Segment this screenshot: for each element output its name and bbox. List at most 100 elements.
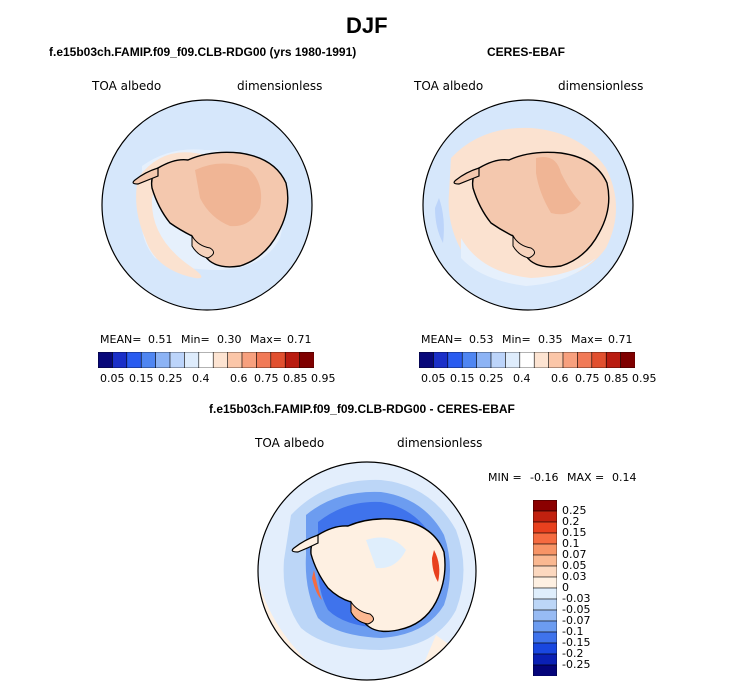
colorbar-swatch — [591, 352, 607, 368]
panel1-min: 0.30 — [217, 333, 242, 346]
panel2-variable: TOA albedo — [414, 79, 484, 93]
diff-units: dimensionless — [397, 436, 483, 450]
colorbar-swatch — [505, 352, 521, 368]
ceres-map — [422, 99, 634, 311]
panel2-max: 0.71 — [608, 333, 633, 346]
tick-label: 0.1 — [562, 537, 580, 550]
tick-label: 0.25 — [479, 372, 504, 385]
colorbar-swatch — [533, 500, 557, 512]
tick-label: -0.25 — [562, 658, 591, 671]
tick-label: 0.25 — [158, 372, 183, 385]
tick-label: 0.07 — [562, 548, 587, 561]
low-albedo-patch — [435, 198, 444, 243]
colorbar-swatch — [533, 554, 557, 567]
tick-label: 0 — [562, 581, 569, 594]
colorbar-swatch — [577, 352, 593, 368]
tick-label: 0.15 — [129, 372, 154, 385]
colorbar-swatch — [533, 576, 557, 589]
panel2-max-label: Max= — [571, 333, 603, 346]
tick-label: -0.15 — [562, 636, 591, 649]
panel1-units: dimensionless — [237, 79, 323, 93]
colorbar-swatch — [184, 352, 200, 368]
tick-label: -0.03 — [562, 592, 591, 605]
colorbar-swatch — [533, 565, 557, 578]
tick-label: 0.03 — [562, 570, 587, 583]
colorbar-swatch — [241, 352, 257, 368]
colorbar-swatch — [419, 352, 434, 368]
colorbar-swatch — [620, 352, 635, 368]
colorbar-swatch — [227, 352, 243, 368]
interior-high-albedo — [195, 163, 262, 227]
panel2-colorbar-ticks: 0.05 0.15 0.25 0.4 0.6 0.75 0.85 0.95 — [407, 372, 657, 386]
colorbar-swatch — [533, 620, 557, 633]
tick-label: 0.4 — [192, 372, 210, 385]
panel2-title: CERES-EBAF — [487, 45, 566, 59]
colorbar-swatch — [476, 352, 492, 368]
interior-high-albedo — [536, 157, 581, 215]
tick-label: 0.75 — [575, 372, 600, 385]
ross-shelf — [350, 600, 374, 625]
colorbar-swatch — [270, 352, 286, 368]
tick-label: 0.05 — [421, 372, 446, 385]
colorbar-swatch — [447, 352, 463, 368]
tick-label: 0.05 — [100, 372, 125, 385]
colorbar-swatch — [198, 352, 214, 368]
diff-max: 0.14 — [612, 471, 637, 484]
peninsula — [291, 534, 319, 553]
colorbar-swatch — [533, 664, 557, 676]
tick-label: 0.25 — [562, 504, 587, 517]
diff-colorbar-ticks: 0.25 0.2 0.15 0.1 0.07 0.05 0.03 0 -0.03 -0.05 -0.… — [562, 500, 622, 676]
colorbar-swatch — [433, 352, 449, 368]
colorbar-swatch — [461, 352, 478, 368]
ross-shelf — [191, 234, 214, 259]
model-map — [101, 99, 313, 311]
tick-label: 0.75 — [254, 372, 279, 385]
colorbar-swatch — [533, 598, 557, 611]
colorbar-swatch — [490, 352, 506, 368]
panel1-colorbar — [98, 352, 314, 368]
panel1-max: 0.71 — [287, 333, 312, 346]
colorbar-swatch — [533, 510, 557, 523]
tick-label: 0.6 — [230, 372, 248, 385]
colorbar-swatch — [533, 642, 557, 655]
colorbar-swatch — [533, 609, 557, 622]
diff-min-label: MIN = — [488, 471, 522, 484]
diff-variable: TOA albedo — [255, 436, 325, 450]
colorbar-swatch — [112, 352, 128, 368]
colorbar-swatch — [533, 653, 557, 666]
tick-label: 0.85 — [604, 372, 629, 385]
colorbar-swatch — [533, 631, 557, 644]
colorbar-swatch — [533, 587, 557, 600]
panel2-mean-label: MEAN= — [421, 333, 463, 346]
diff-min: -0.16 — [530, 471, 559, 484]
ross-shelf — [512, 234, 535, 259]
difference-map — [257, 461, 477, 681]
tick-label: 0.95 — [311, 372, 336, 385]
panel1-mean: 0.51 — [148, 333, 173, 346]
colorbar-swatch — [533, 532, 557, 545]
colorbar-swatch — [284, 352, 301, 368]
tick-label: -0.2 — [562, 647, 584, 660]
colorbar-swatch — [533, 521, 557, 534]
colorbar-swatch — [519, 352, 535, 368]
panel1-min-label: Min= — [181, 333, 210, 346]
panel1-mean-label: MEAN= — [100, 333, 142, 346]
tick-label: 0.95 — [632, 372, 657, 385]
antarctica-land — [471, 151, 610, 268]
tick-label: 0.6 — [551, 372, 569, 385]
colorbar-swatch — [169, 352, 185, 368]
panel1-max-label: Max= — [250, 333, 282, 346]
season-title: DJF — [346, 13, 388, 38]
tick-label: -0.05 — [562, 603, 591, 616]
tick-label: 0.2 — [562, 515, 580, 528]
colorbar-swatch — [533, 543, 557, 556]
tick-label: 0.15 — [450, 372, 475, 385]
tick-label: 0.85 — [283, 372, 308, 385]
antarctica-land — [310, 518, 446, 633]
colorbar-swatch — [155, 352, 171, 368]
colorbar-swatch — [212, 352, 229, 368]
tick-label: 0.4 — [513, 372, 531, 385]
panel1-title: f.e15b03ch.FAMIP.f09_f09.CLB-RDG00 (yrs … — [49, 45, 357, 59]
panel2-colorbar — [419, 352, 635, 368]
colorbar-swatch — [256, 352, 272, 368]
